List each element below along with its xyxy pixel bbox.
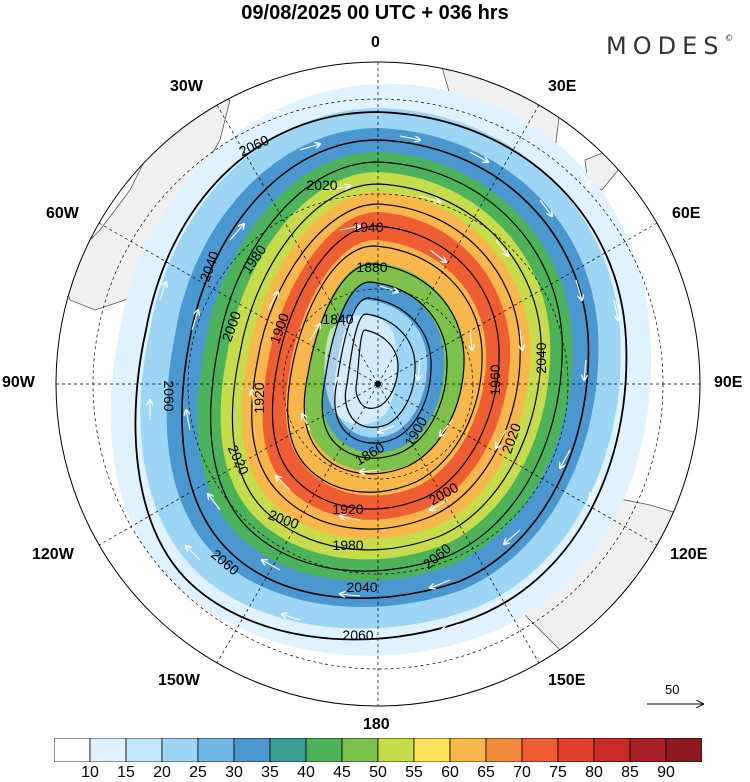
contour-label: 1920: [251, 382, 267, 413]
brand-logo: MODES©: [606, 32, 733, 60]
colorbar-tick-label: 30: [225, 764, 243, 781]
contour-label: 1960: [487, 364, 503, 395]
contour-2000: [231, 183, 542, 551]
colorbar-tick-label: 85: [621, 764, 639, 781]
contour-label: 2060: [342, 627, 373, 643]
colorbar-tick-label: 40: [297, 764, 315, 781]
colorbar-tick-label: 20: [153, 764, 171, 781]
contour-1900: [321, 281, 448, 459]
colorbar-bin: [305, 738, 343, 762]
colorbar-bin: [629, 738, 667, 762]
graticule: [56, 62, 700, 706]
colorbar-tick-label: 55: [405, 764, 423, 781]
lon-label-90w: 90W: [2, 374, 35, 391]
shade-antarctic-land: [324, 315, 397, 425]
lon-label-150e: 150E: [548, 672, 586, 689]
contour-label: 1980: [332, 537, 363, 553]
colorbar-tick-label: 35: [261, 764, 279, 781]
contour-label: 2040: [533, 342, 549, 373]
lon-label-120e: 120E: [670, 546, 708, 563]
lon-label-90e: 90E: [714, 374, 743, 391]
colorbar-bin: [449, 738, 487, 762]
contour-label: 1840: [322, 311, 353, 327]
colorbar-tick-label: 25: [189, 764, 207, 781]
colorbar-bin: [269, 738, 307, 762]
contour-2060: [134, 111, 628, 641]
map-title: 09/08/2025 00 UTC + 036 hrs: [241, 2, 509, 24]
lon-label-150w: 150W: [158, 672, 200, 689]
lon-label-30e: 30E: [548, 78, 577, 95]
contour-2020: [210, 161, 563, 572]
reference-vector-label: 50: [665, 682, 680, 697]
colorbar-bin: [233, 738, 271, 762]
colorbar-tick-label: 10: [81, 764, 99, 781]
colorbar-bin: [665, 738, 702, 762]
colorbar-tick-label: 65: [477, 764, 495, 781]
colorbar-tick-label: 80: [585, 764, 603, 781]
colorbar-bin: [557, 738, 595, 762]
contour-label: 1920: [332, 501, 363, 517]
contour-label: 2040: [346, 579, 377, 595]
colorbar-bin: [521, 738, 559, 762]
colorbar-ticks: 10 15 20 25 30 35 40 45 50 55 60 65 70 75 80 85 90: [0, 764, 750, 782]
colorbar-tick-label: 60: [441, 764, 459, 781]
contour-1880: [334, 297, 432, 444]
colorbar-bin: [89, 738, 127, 762]
contour-1840: [355, 329, 399, 409]
colorbar-bin: [593, 738, 631, 762]
lon-label-180: 180: [363, 716, 390, 733]
colorbar-tick-label: 45: [333, 764, 351, 781]
colorbar-bin: [197, 738, 235, 762]
lon-label-60e: 60E: [672, 205, 701, 222]
contour-1980: [251, 203, 521, 530]
colorbar-bin: [125, 738, 163, 762]
lon-label-60w: 60W: [46, 205, 79, 222]
copyright-mark: ©: [724, 34, 734, 44]
map-disc: [56, 62, 700, 706]
colorbar-tick-label: 50: [369, 764, 387, 781]
reference-vector-arrow: [647, 682, 707, 714]
contour-1860: [344, 313, 416, 428]
colorbar-bin: [341, 738, 379, 762]
colorbar: [54, 738, 702, 762]
colorbar-bin: [377, 738, 415, 762]
contour-lines: [134, 111, 628, 641]
contour-label: 1880: [356, 259, 387, 275]
wind-vectors: [150, 112, 618, 630]
colorbar-bin: [161, 738, 199, 762]
brand-name: MODES: [606, 32, 725, 60]
contour-label: 2060: [161, 380, 177, 411]
colorbar-tick-label: 90: [657, 764, 675, 781]
colorbar-tick-label: 75: [549, 764, 567, 781]
colorbar-bin: [54, 738, 91, 762]
contour-1920: [303, 263, 465, 475]
lon-label-120w: 120W: [32, 546, 74, 563]
colorbar-bin: [485, 738, 523, 762]
lon-label-30w: 30W: [170, 78, 203, 95]
contour-2040: [181, 139, 590, 599]
contour-label: 1940: [352, 219, 383, 235]
lon-label-0: 0: [371, 34, 380, 51]
map-border: [55, 61, 701, 707]
colorbar-bin: [413, 738, 451, 762]
contour-label: 2020: [306, 177, 337, 193]
colorbar-tick-label: 70: [513, 764, 531, 781]
contour-1960: [271, 225, 500, 510]
colorbar-tick-label: 15: [117, 764, 135, 781]
pole-marker: [375, 381, 381, 387]
contour-1940: [287, 245, 483, 493]
